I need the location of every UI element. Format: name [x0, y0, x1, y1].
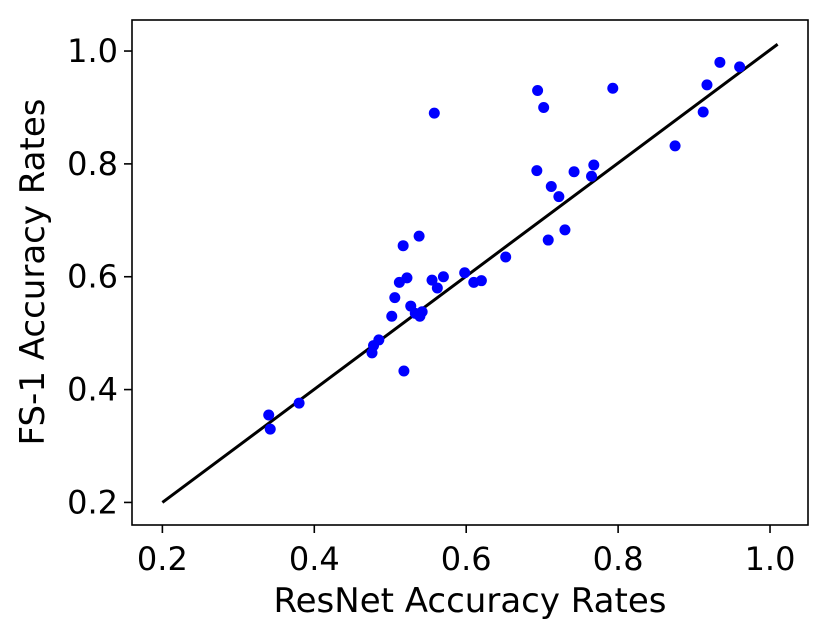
data-point	[538, 101, 550, 113]
data-point	[607, 82, 619, 94]
data-point	[401, 272, 413, 284]
data-point	[437, 271, 449, 283]
data-point	[568, 166, 580, 178]
data-point	[500, 251, 512, 263]
data-point	[426, 274, 438, 286]
data-point	[386, 310, 398, 322]
data-point	[431, 282, 443, 294]
x-tick-label: 1.0	[745, 540, 796, 578]
ticks: 0.2 0.4 0.6 0.8 1.0 0.2 0.4 0.6 0.8 1.0	[67, 32, 795, 578]
data-point	[531, 165, 543, 177]
data-point	[413, 230, 425, 242]
y-tick-label: 0.8	[67, 145, 118, 183]
data-point	[263, 409, 275, 421]
y-tick-label: 0.4	[67, 371, 118, 409]
data-point	[459, 267, 471, 279]
x-tick-label: 0.8	[593, 540, 644, 578]
data-point	[373, 334, 385, 346]
data-point	[428, 107, 440, 119]
data-point	[416, 306, 428, 318]
data-point	[542, 234, 554, 246]
data-point	[397, 240, 409, 252]
data-point	[553, 191, 565, 203]
data-point	[701, 79, 713, 91]
data-point	[545, 180, 557, 192]
data-point	[697, 106, 709, 118]
data-point	[734, 61, 746, 73]
data-point	[389, 292, 401, 304]
y-axis-label: FS-1 Accuracy Rates	[13, 99, 53, 446]
data-point	[293, 397, 305, 409]
data-point	[475, 275, 487, 287]
data-point	[588, 159, 600, 171]
data-point	[714, 56, 726, 68]
x-tick-label: 0.2	[137, 540, 188, 578]
data-point	[586, 170, 598, 182]
y-tick-label: 1.0	[67, 32, 118, 70]
y-tick-label: 0.2	[67, 483, 118, 521]
data-point	[398, 365, 410, 377]
x-tick-label: 0.4	[289, 540, 340, 578]
x-axis-label: ResNet Accuracy Rates	[274, 581, 667, 621]
x-tick-label: 0.6	[441, 540, 492, 578]
data-point	[559, 224, 571, 236]
data-point	[669, 140, 681, 152]
y-tick-label: 0.6	[67, 258, 118, 296]
data-point	[532, 85, 544, 97]
data-points	[263, 56, 746, 435]
data-point	[264, 423, 276, 435]
